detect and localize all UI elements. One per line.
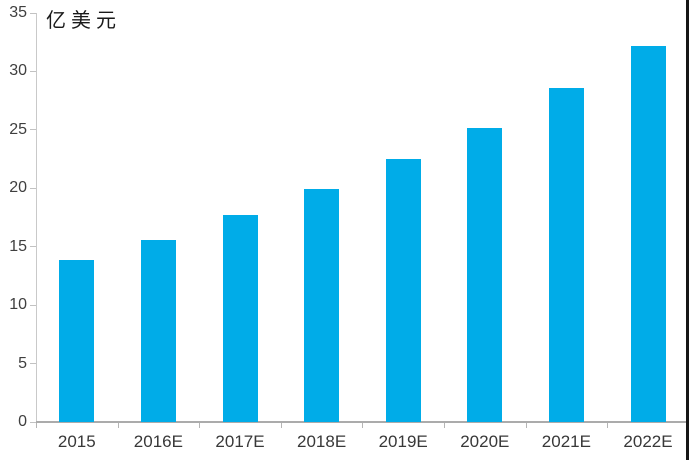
bar-2019E xyxy=(385,159,421,422)
x-tick-label-2017E: 2017E xyxy=(215,432,265,451)
x-tick-label-2019E: 2019E xyxy=(378,432,428,451)
y-tick-mark-20 xyxy=(30,187,36,189)
bar-2016E xyxy=(140,239,176,422)
y-tick-label-25: 25 xyxy=(9,120,27,138)
y-tick-label-0: 0 xyxy=(18,413,27,430)
x-tick-mark xyxy=(607,423,609,428)
y-axis-line xyxy=(36,13,37,422)
x-tick-mark xyxy=(444,423,445,428)
y-tick-mark-30 xyxy=(30,70,36,72)
y-tick-mark-0 xyxy=(30,421,36,423)
x-tick-mark xyxy=(362,423,364,428)
x-tick-mark xyxy=(525,423,527,428)
bar-2021E xyxy=(548,87,584,422)
x-tick-mark xyxy=(117,423,119,428)
x-tick-label-2020E: 2020E xyxy=(460,432,510,451)
bar-2018E xyxy=(304,189,340,422)
x-tick-label-2015: 2015 xyxy=(57,432,96,451)
bar-2022E xyxy=(630,45,666,422)
y-tick-mark-35 xyxy=(30,12,36,14)
y-axis-unit-label: 亿美元 xyxy=(46,8,121,32)
bar-2015 xyxy=(59,259,95,422)
x-tick-mark xyxy=(280,423,282,428)
x-tick-mark xyxy=(199,423,201,428)
y-tick-label-30: 30 xyxy=(9,62,27,80)
x-tick-label-2016E: 2016E xyxy=(133,432,183,451)
y-tick-label-35: 35 xyxy=(9,4,27,21)
y-tick-mark-10 xyxy=(30,304,36,306)
x-axis-line xyxy=(36,421,686,423)
x-tick-label-2022E: 2022E xyxy=(623,432,673,451)
y-tick-mark-15 xyxy=(30,246,36,248)
x-tick-mark xyxy=(36,423,37,428)
y-tick-mark-5 xyxy=(30,363,36,365)
x-tick-label-2018E: 2018E xyxy=(297,432,347,451)
bar-2020E xyxy=(467,127,503,422)
right-border-line xyxy=(686,0,689,460)
x-tick-label-2021E: 2021E xyxy=(541,432,591,451)
y-tick-label-20: 20 xyxy=(9,179,27,197)
y-tick-label-5: 5 xyxy=(18,354,27,372)
bar-2017E xyxy=(222,215,258,422)
y-tick-label-15: 15 xyxy=(9,237,27,255)
y-tick-label-10: 10 xyxy=(9,296,27,314)
y-tick-mark-25 xyxy=(30,129,36,131)
